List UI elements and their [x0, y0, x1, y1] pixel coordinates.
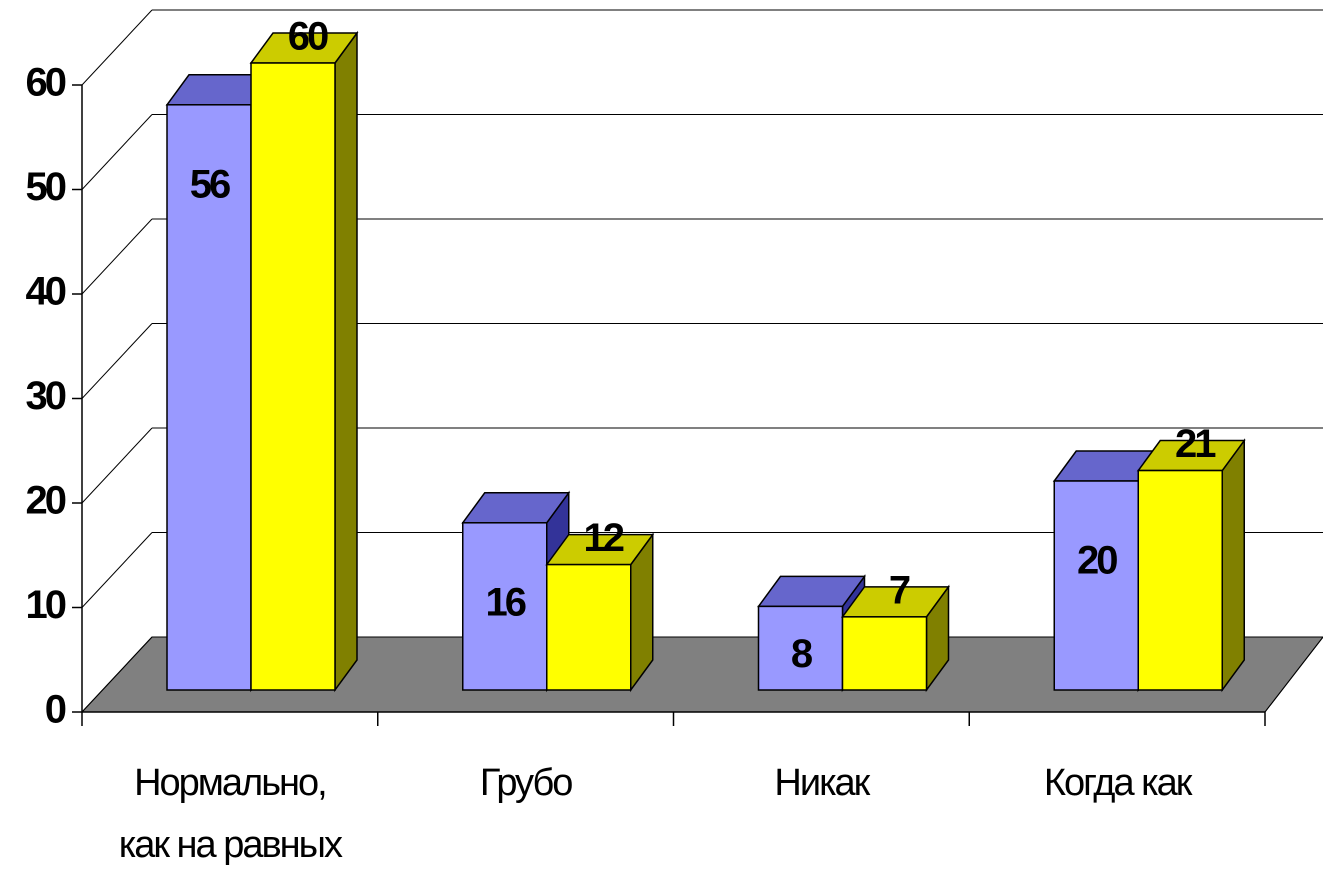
- value-label: 21: [1175, 422, 1216, 466]
- y-tick-label: 20: [26, 479, 66, 523]
- bar: [250, 62, 336, 691]
- value-label: 60: [288, 15, 328, 59]
- bar-side: [334, 30, 358, 693]
- value-label: 16: [486, 580, 526, 624]
- wall-line: [81, 114, 153, 190]
- bar: [1053, 480, 1139, 691]
- bar: [166, 104, 252, 691]
- bar: [757, 605, 844, 691]
- floor-edge: [1264, 636, 1323, 713]
- value-label: 12: [584, 516, 624, 560]
- y-tick-label: 40: [26, 270, 66, 314]
- bar: [1137, 469, 1223, 691]
- bar-side: [1221, 438, 1245, 693]
- x-tick-label: Когда как: [1043, 762, 1193, 804]
- y-tick-label: 50: [26, 165, 66, 209]
- value-label: 20: [1077, 539, 1117, 583]
- value-label: 56: [190, 162, 230, 206]
- bar: [841, 616, 928, 691]
- wall-line: [81, 532, 153, 608]
- x-tick-label: Нормально, как на равных: [118, 762, 343, 866]
- value-label: 8: [791, 632, 813, 676]
- wall-line: [81, 218, 153, 295]
- wall-line: [81, 636, 153, 713]
- y-tick-label: 60: [26, 61, 66, 105]
- y-tick-label: 0: [45, 688, 66, 732]
- x-tick-label: Никак: [774, 762, 870, 804]
- wall-line: [81, 427, 153, 504]
- bar: [462, 522, 548, 691]
- value-label: 7: [889, 568, 910, 612]
- y-tick-label: 10: [26, 583, 66, 627]
- y-tick-label: 30: [26, 374, 66, 418]
- x-tick-label: Грубо: [479, 762, 573, 804]
- wall-line: [81, 323, 153, 399]
- wall-line: [81, 9, 153, 86]
- bar: [546, 563, 632, 691]
